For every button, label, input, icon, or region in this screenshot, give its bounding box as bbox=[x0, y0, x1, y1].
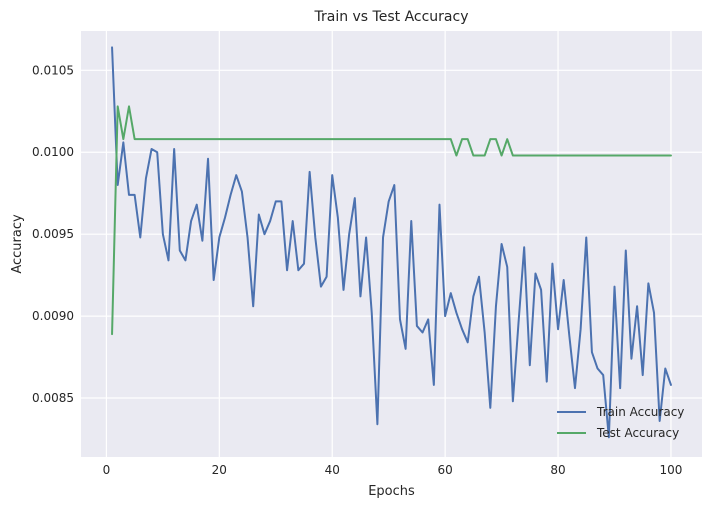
grid bbox=[81, 31, 702, 457]
y-tick-label: 0.0095 bbox=[32, 227, 74, 241]
y-tick-label: 0.0090 bbox=[32, 309, 74, 323]
legend-label-train: Train Accuracy bbox=[596, 405, 684, 419]
legend-label-test: Test Accuracy bbox=[596, 426, 679, 440]
x-tick-label: 80 bbox=[550, 463, 565, 477]
plot-background bbox=[81, 31, 702, 457]
x-tick-label: 60 bbox=[437, 463, 452, 477]
chart-title: Train vs Test Accuracy bbox=[313, 9, 468, 25]
y-ticks: 0.0085 0.0090 0.0095 0.0100 0.0105 bbox=[32, 63, 74, 405]
x-tick-label: 100 bbox=[659, 463, 682, 477]
x-tick-label: 40 bbox=[325, 463, 340, 477]
x-tick-label: 0 bbox=[103, 463, 111, 477]
series-line-train-accuracy bbox=[111, 46, 672, 439]
series-layer bbox=[111, 46, 672, 439]
x-tick-label: 20 bbox=[212, 463, 227, 477]
y-tick-label: 0.0085 bbox=[32, 391, 74, 405]
x-axis-label: Epochs bbox=[368, 484, 415, 499]
series-line-test-accuracy bbox=[111, 105, 672, 336]
x-ticks: 0 20 40 60 80 100 bbox=[103, 463, 683, 477]
legend: Train Accuracy Test Accuracy bbox=[557, 405, 684, 440]
y-tick-label: 0.0100 bbox=[32, 145, 74, 159]
y-tick-label: 0.0105 bbox=[32, 63, 74, 77]
y-axis-label: Accuracy bbox=[10, 214, 25, 274]
